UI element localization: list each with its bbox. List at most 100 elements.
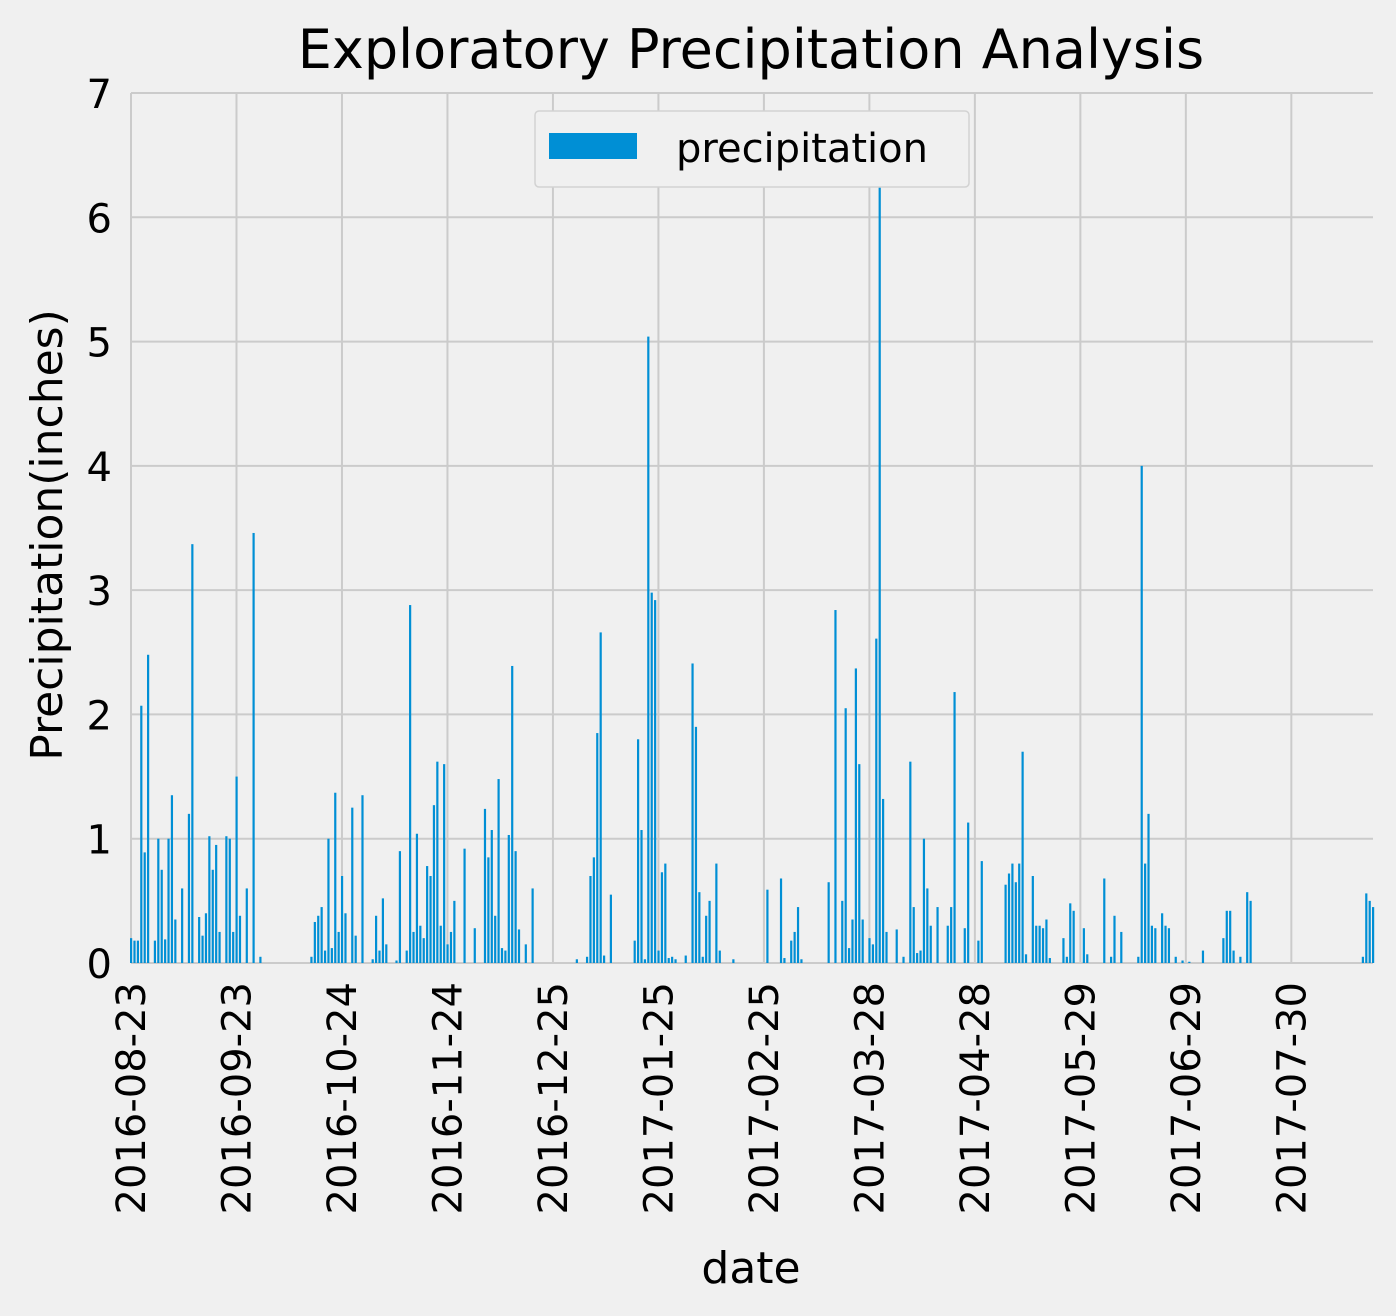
precipitation-bar: [793, 931, 796, 963]
precipitation-bar: [398, 851, 402, 963]
x-tick-label: 2016-12-25: [531, 982, 577, 1214]
precipitation-bar: [215, 844, 218, 963]
precipitation-bar: [259, 956, 262, 963]
y-axis-ticks: 0 1 2 3 4 5 6 7: [87, 72, 112, 988]
precipitation-bar: [170, 795, 174, 963]
precipitation-bar: [834, 610, 837, 963]
precipitation-bar: [245, 888, 248, 963]
precipitation-bar: [1045, 919, 1048, 963]
precipitation-bar: [841, 900, 844, 963]
precipitation-bar: [902, 956, 905, 963]
precipitation-bar: [500, 948, 504, 963]
precipitation-bar: [589, 876, 592, 963]
y-tick-label: 1: [87, 818, 112, 864]
precipitation-bar: [409, 605, 412, 963]
precipitation-bar: [1368, 900, 1371, 963]
precipitation-bar: [1011, 863, 1014, 963]
precipitation-bar: [637, 739, 640, 963]
precipitation-bar: [660, 872, 664, 963]
precipitation-bar: [443, 764, 446, 963]
precipitation-bar: [602, 955, 606, 963]
precipitation-bar: [1365, 893, 1368, 963]
precipitation-bar: [531, 888, 534, 963]
precipitation-bar: [1014, 882, 1017, 963]
precipitation-bar: [596, 733, 599, 963]
precipitation-bar: [647, 336, 650, 964]
precipitation-bar: [1031, 876, 1034, 963]
precipitation-bar: [1229, 910, 1232, 963]
precipitation-bar: [354, 935, 357, 963]
precipitation-bar: [157, 838, 160, 963]
precipitation-bar: [1239, 956, 1242, 963]
precipitation-bar: [684, 955, 687, 963]
x-axis-ticks: 2016-08-23 2016-09-23 2016-10-24 2016-11-24…: [109, 982, 1315, 1214]
precipitation-bar: [378, 950, 381, 963]
precipitation-bar: [405, 950, 408, 963]
y-tick-label: 3: [87, 569, 112, 615]
precipitation-bar: [449, 931, 453, 963]
y-tick-label: 4: [87, 445, 112, 491]
precipitation-bar: [657, 950, 660, 963]
x-tick-label: 2017-06-29: [1164, 982, 1210, 1214]
grid-lines: [130, 92, 1373, 964]
precipitation-bar: [453, 900, 456, 963]
precipitation-bar: [140, 705, 143, 963]
precipitation-bar: [136, 940, 140, 963]
chart-title: Exploratory Precipitation Analysis: [298, 18, 1204, 81]
precipitation-bar: [327, 838, 330, 963]
precipitation-bar: [446, 944, 449, 963]
precipitation-bar: [439, 925, 442, 963]
precipitation-bar: [381, 898, 385, 963]
precipitation-bar: [395, 960, 398, 963]
precipitation-bar: [694, 726, 698, 963]
precipitation-bar: [650, 592, 653, 963]
precipitation-bar: [238, 915, 242, 963]
precipitation-bar: [1007, 873, 1011, 963]
precipitation-bar: [1181, 960, 1184, 963]
precipitation-bar: [1113, 915, 1116, 963]
precipitation-bar: [204, 913, 208, 963]
precipitation-bar: [715, 863, 718, 963]
x-tick-label: 2017-03-28: [847, 982, 893, 1214]
precipitation-bar: [191, 544, 194, 963]
precipitation-bar: [1361, 956, 1364, 963]
precipitation-bar: [1161, 913, 1164, 963]
precipitation-bar: [936, 907, 939, 963]
precipitation-bar: [946, 925, 949, 963]
precipitation-bar: [1222, 938, 1225, 963]
precipitation-bar: [664, 863, 667, 963]
precipitation-bar: [143, 852, 146, 963]
precipitation-bar: [232, 931, 235, 963]
precipitation-bar: [504, 950, 507, 963]
precipitation-bar: [517, 929, 521, 963]
x-axis-label: date: [701, 1243, 800, 1294]
precipitation-bar: [909, 761, 912, 963]
precipitation-bar: [1065, 956, 1068, 963]
precipitation-bar: [167, 838, 170, 963]
precipitation-bar: [164, 939, 167, 963]
precipitation-bar: [667, 958, 670, 963]
precipitation-bar: [1069, 903, 1072, 963]
legend: precipitation: [534, 110, 970, 188]
precipitation-bar: [490, 830, 493, 963]
precipitation-bar: [800, 959, 803, 963]
precipitation-bar: [337, 931, 340, 963]
precipitation-bar: [1174, 956, 1177, 963]
precipitation-bar: [1103, 878, 1106, 963]
precipitation-bar: [950, 907, 953, 963]
precipitation-bar: [575, 959, 578, 963]
precipitation-bar: [766, 889, 769, 963]
precipitation-bar: [524, 944, 527, 963]
precipitation-bar: [1024, 954, 1028, 963]
precipitation-bar: [858, 764, 861, 963]
bar-series: [130, 186, 1375, 964]
precipitation-bar: [609, 894, 612, 963]
precipitation-bar: [1167, 928, 1171, 963]
precipitation-bar: [671, 956, 674, 963]
precipitation-bar: [1137, 956, 1140, 963]
precipitation-bar: [225, 836, 228, 963]
precipitation-bar: [330, 948, 333, 963]
precipitation-bar: [147, 654, 150, 963]
precipitation-bar: [698, 892, 701, 963]
